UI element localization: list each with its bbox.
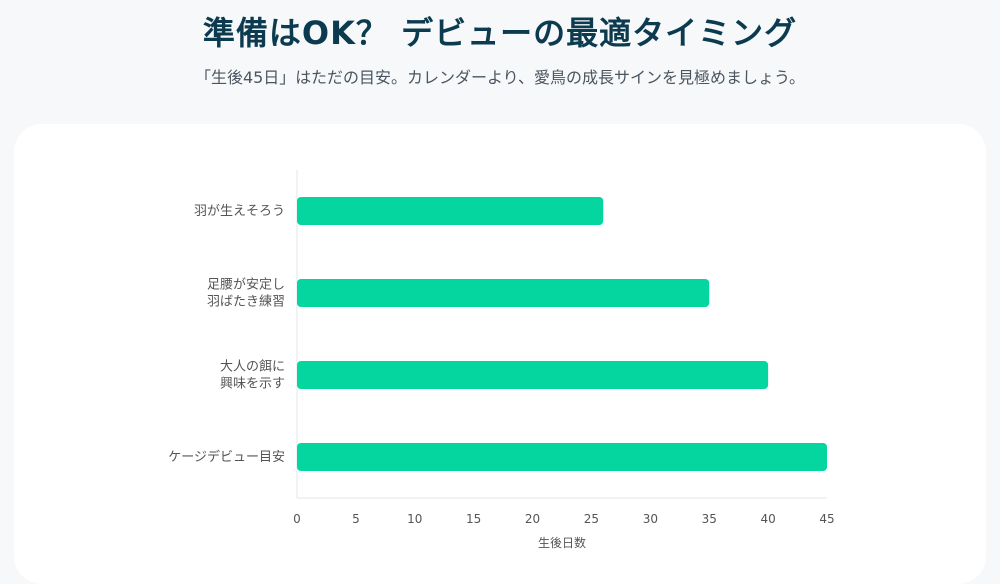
x-tick-label-8: 40 xyxy=(760,512,775,526)
bar-2 xyxy=(297,361,769,389)
x-tick-label-2: 10 xyxy=(407,512,422,526)
y-tick-label-3: ケージデビュー目安 xyxy=(168,449,285,465)
y-tick-label-2: 大人の餌に興味を示す xyxy=(220,360,285,392)
x-tick-label-7: 35 xyxy=(702,512,717,526)
x-tick-label-1: 5 xyxy=(352,512,360,526)
x-tick-label-3: 15 xyxy=(466,512,481,526)
y-tick-label-line: 羽ばたき練習 xyxy=(207,295,285,310)
x-tick-label-6: 30 xyxy=(643,512,658,526)
x-tick-label-4: 20 xyxy=(525,512,540,526)
y-tick-label-line: 大人の餌に xyxy=(220,360,285,375)
bar-3 xyxy=(297,443,827,471)
x-tick-label-0: 0 xyxy=(293,512,301,526)
x-tick-label-9: 45 xyxy=(819,512,834,526)
y-tick-label-line: 興味を示す xyxy=(220,377,285,392)
x-axis-title: 生後日数 xyxy=(538,535,586,550)
page-subtitle: 「生後45日」はただの目安。カレンダーより、愛鳥の成長サインを見極めましょう。 xyxy=(194,68,806,87)
y-tick-label-0: 羽が生えそろう xyxy=(194,204,285,219)
y-tick-label-line: 足腰が安定し xyxy=(207,278,285,293)
y-tick-label-line: ケージデビュー目安 xyxy=(168,449,285,465)
bar-1 xyxy=(297,279,710,307)
bar-0 xyxy=(297,197,604,225)
page-title: 準備はOK？ デビューの最適タイミング xyxy=(202,14,798,52)
y-tick-label-1: 足腰が安定し羽ばたき練習 xyxy=(207,278,285,310)
x-tick-label-5: 25 xyxy=(584,512,599,526)
y-tick-label-line: 羽が生えそろう xyxy=(194,204,285,219)
